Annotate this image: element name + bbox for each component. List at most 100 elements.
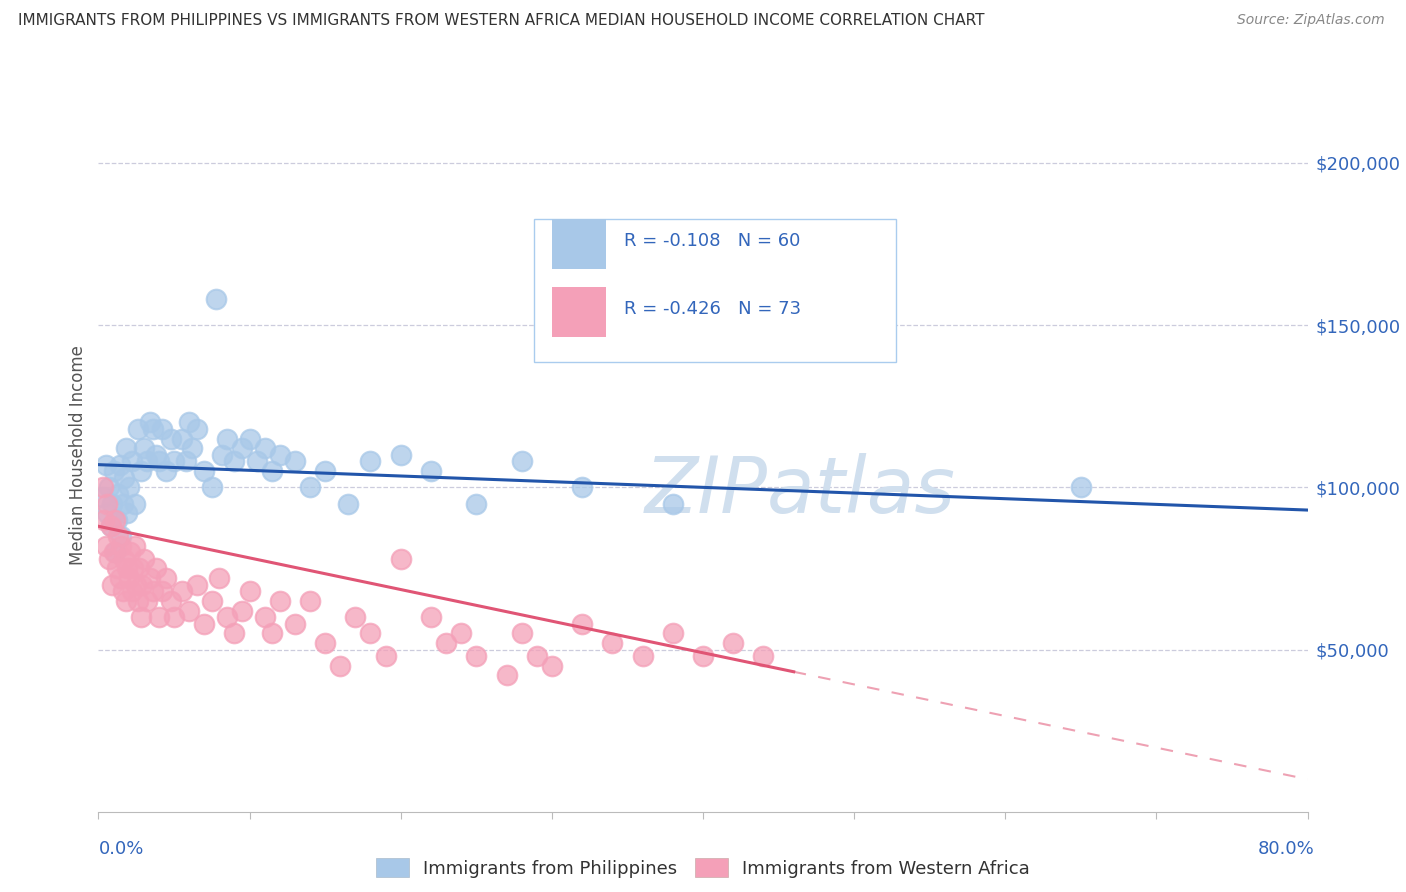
Point (115, 506, 138, 520)
Point (100, 519, 122, 533)
Point (129, 464, 152, 478)
Point (115, 561, 138, 575)
Point (269, 448, 291, 462)
Point (360, 626, 382, 640)
Point (170, 432, 193, 446)
Point (510, 454, 533, 468)
Point (142, 584, 165, 599)
Text: IMMIGRANTS FROM PHILIPPINES VS IMMIGRANTS FROM WESTERN AFRICA MEDIAN HOUSEHOLD I: IMMIGRANTS FROM PHILIPPINES VS IMMIGRANT… (18, 13, 984, 29)
Point (104, 513, 127, 527)
Point (120, 545, 142, 559)
Point (103, 464, 125, 478)
Point (571, 616, 593, 631)
Point (121, 584, 143, 599)
Point (114, 442, 136, 456)
Point (132, 551, 155, 566)
Text: 80.0%: 80.0% (1258, 840, 1315, 858)
Point (510, 626, 533, 640)
Point (91, 490, 114, 504)
Point (155, 571, 177, 585)
Point (150, 584, 173, 599)
Point (540, 658, 562, 673)
Point (434, 636, 457, 650)
Point (329, 658, 352, 673)
Point (253, 442, 276, 456)
Point (132, 442, 155, 456)
Point (111, 497, 134, 511)
Point (135, 594, 157, 608)
Point (91, 480, 114, 494)
Point (262, 464, 284, 478)
Point (374, 648, 396, 663)
Point (108, 458, 131, 472)
Point (450, 626, 472, 640)
Y-axis label: Median Household Income: Median Household Income (69, 345, 87, 565)
Point (121, 454, 143, 468)
Point (98, 480, 121, 494)
Point (465, 648, 488, 663)
Point (139, 416, 162, 430)
Point (495, 668, 517, 682)
Point (389, 551, 412, 566)
Point (299, 594, 322, 608)
Point (215, 432, 238, 446)
Point (163, 454, 186, 468)
Point (94, 458, 117, 472)
Point (100, 519, 122, 533)
Point (314, 636, 336, 650)
Point (163, 610, 186, 624)
Point (107, 529, 129, 543)
Point (602, 636, 624, 650)
Point (193, 464, 215, 478)
Point (131, 577, 153, 591)
Point (96, 506, 118, 520)
Point (160, 594, 183, 608)
Point (193, 616, 215, 631)
Point (101, 577, 124, 591)
Point (124, 497, 146, 511)
Point (129, 610, 152, 624)
Point (201, 594, 224, 608)
Point (231, 442, 253, 456)
Point (160, 432, 183, 446)
Point (284, 454, 307, 468)
Point (186, 422, 208, 436)
Point (112, 551, 135, 566)
FancyBboxPatch shape (551, 219, 606, 269)
Point (96, 497, 118, 511)
Point (201, 480, 224, 494)
Point (269, 594, 291, 608)
Point (145, 448, 167, 462)
Point (211, 448, 233, 462)
Point (205, 292, 228, 306)
Point (239, 584, 262, 599)
Point (104, 545, 127, 559)
Point (752, 648, 775, 663)
Point (142, 422, 165, 436)
Point (148, 610, 170, 624)
Point (107, 487, 129, 501)
Point (150, 422, 173, 436)
Point (389, 448, 412, 462)
Point (253, 610, 276, 624)
Text: R = -0.426   N = 73: R = -0.426 N = 73 (624, 300, 801, 318)
Point (110, 529, 132, 543)
Point (114, 594, 136, 608)
Point (208, 571, 231, 585)
Point (571, 480, 593, 494)
Point (112, 470, 135, 484)
Point (118, 480, 141, 494)
Point (135, 454, 157, 468)
Point (215, 610, 238, 624)
Point (177, 416, 201, 430)
Point (103, 545, 125, 559)
Point (360, 454, 382, 468)
Point (98, 551, 121, 566)
Text: ZIPatlas: ZIPatlas (644, 452, 955, 529)
Point (231, 604, 253, 618)
Point (93, 513, 115, 527)
Point (721, 636, 744, 650)
Point (246, 454, 269, 468)
Text: 0.0%: 0.0% (98, 840, 143, 858)
Point (105, 561, 128, 575)
